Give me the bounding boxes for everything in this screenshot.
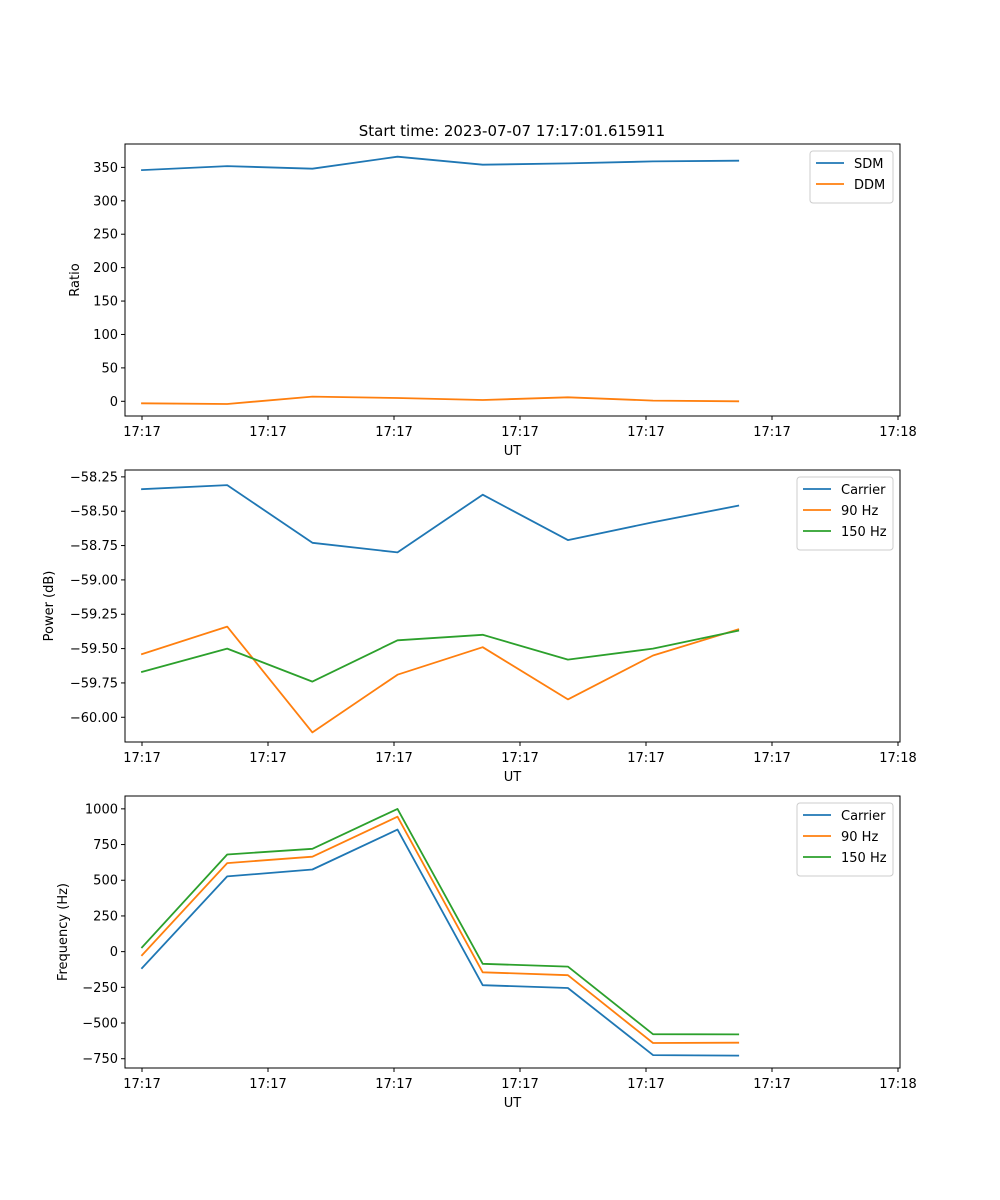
y-tick-label: −750 xyxy=(82,1052,118,1067)
series-line-150-hz xyxy=(140,808,740,1036)
x-tick-label: 17:17 xyxy=(249,751,286,766)
chart-panel-3: 17:17 17:17 17:17 17:17 17:17 17:17 17:18 −750 −… xyxy=(56,795,917,1111)
chart-panels: 17:17 17:17 17:17 17:17 17:17 17:17 17:18 0 50 10… xyxy=(42,143,917,1111)
x-tick-label: 17:17 xyxy=(627,425,664,440)
x-tick-label: 17:17 xyxy=(123,751,160,766)
x-tick-label: 17:17 xyxy=(123,1077,160,1092)
chart-panel-1: 17:17 17:17 17:17 17:17 17:17 17:17 17:18 0 50 10… xyxy=(68,143,917,459)
y-tick-label: 350 xyxy=(93,161,118,176)
x-axis-label: UT xyxy=(504,1096,522,1111)
y-tick-label: 1000 xyxy=(85,802,118,817)
x-tick-label: 17:17 xyxy=(501,1077,538,1092)
y-tick-label: 150 xyxy=(93,295,118,310)
plot-area-frame xyxy=(124,143,901,417)
series-line-90-hz xyxy=(140,815,740,1044)
y-tick-label: 50 xyxy=(101,361,118,376)
x-tick-label: 17:17 xyxy=(627,751,664,766)
legend: SDM DDM xyxy=(809,150,894,204)
legend: Carrier 90 Hz 150 Hz xyxy=(796,802,894,877)
y-tick-label: 300 xyxy=(93,194,118,209)
x-tick-label: 17:18 xyxy=(879,751,916,766)
y-tick-label: −59.25 xyxy=(70,608,118,623)
y-tick-label: −58.50 xyxy=(70,505,118,520)
x-axis-label: UT xyxy=(504,770,522,785)
y-axis-label: Ratio xyxy=(68,263,83,296)
x-tick-label: 17:17 xyxy=(375,425,412,440)
series-line-ddm xyxy=(141,395,740,405)
y-tick-label: −59.00 xyxy=(70,573,118,588)
legend-label: 90 Hz xyxy=(841,504,878,519)
x-tick-label: 17:17 xyxy=(501,425,538,440)
legend-label: 150 Hz xyxy=(841,851,887,866)
y-axis-label: Frequency (Hz) xyxy=(56,883,71,981)
y-tick-label: 200 xyxy=(93,261,118,276)
legend-label: Carrier xyxy=(841,483,886,498)
y-tick-label: 750 xyxy=(93,838,118,853)
x-tick-label: 17:17 xyxy=(375,751,412,766)
series-line-carrier xyxy=(140,828,740,1057)
y-tick-label: −500 xyxy=(82,1017,118,1032)
legend-frame xyxy=(809,150,894,204)
y-tick-label: −59.50 xyxy=(70,642,118,657)
series-line-90-hz xyxy=(140,625,740,734)
series-line-sdm xyxy=(141,155,740,172)
x-tick-label: 17:17 xyxy=(753,751,790,766)
y-tick-label: 250 xyxy=(93,909,118,924)
y-tick-label: 0 xyxy=(110,395,118,410)
series-line-150-hz xyxy=(140,629,740,683)
x-tick-label: 17:17 xyxy=(501,751,538,766)
y-axis-label: Power (dB) xyxy=(42,571,57,642)
y-tick-label: −58.25 xyxy=(70,470,118,485)
x-tick-label: 17:18 xyxy=(879,425,916,440)
series-line-carrier xyxy=(141,484,740,554)
y-tick-label: 100 xyxy=(93,328,118,343)
x-tick-label: 17:17 xyxy=(753,1077,790,1092)
y-tick-label: 0 xyxy=(110,945,118,960)
plot-area-frame xyxy=(124,795,901,1069)
legend-label: SDM xyxy=(854,157,883,172)
y-tick-label: −250 xyxy=(82,981,118,996)
chart-panel-2: 17:17 17:17 17:17 17:17 17:17 17:17 17:18 −60.0… xyxy=(42,469,917,785)
x-tick-label: 17:17 xyxy=(249,425,286,440)
y-tick-label: −60.00 xyxy=(70,711,118,726)
x-tick-label: 17:18 xyxy=(879,1077,916,1092)
legend-label: Carrier xyxy=(841,809,886,824)
plot-area-frame xyxy=(124,469,901,743)
x-tick-label: 17:17 xyxy=(753,425,790,440)
y-tick-label: −58.75 xyxy=(70,539,118,554)
x-tick-label: 17:17 xyxy=(249,1077,286,1092)
x-tick-label: 17:17 xyxy=(627,1077,664,1092)
y-tick-label: 500 xyxy=(93,874,118,889)
x-axis-label: UT xyxy=(504,444,522,459)
legend-label: DDM xyxy=(854,178,885,193)
y-tick-label: 250 xyxy=(93,228,118,243)
x-tick-label: 17:17 xyxy=(123,425,160,440)
y-tick-label: −59.75 xyxy=(70,676,118,691)
legend: Carrier 90 Hz 150 Hz xyxy=(796,476,894,551)
x-tick-label: 17:17 xyxy=(375,1077,412,1092)
legend-label: 150 Hz xyxy=(841,525,887,540)
figure-title: Start time: 2023-07-07 17:17:01.615911 xyxy=(359,122,665,140)
legend-label: 90 Hz xyxy=(841,830,878,845)
